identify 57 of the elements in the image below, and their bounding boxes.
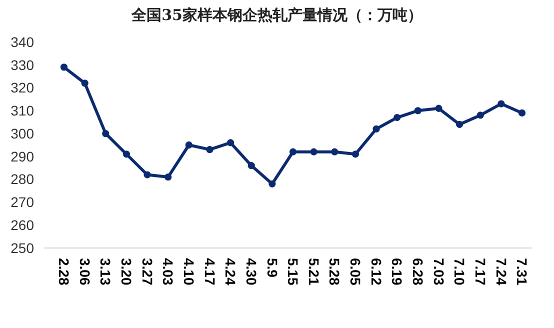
x-tick-label: 2.28 xyxy=(56,258,72,286)
point xyxy=(144,171,151,178)
x-tick-label: 7.31 xyxy=(514,258,530,286)
point xyxy=(226,139,234,146)
point xyxy=(206,146,214,154)
x-tick-label: 3.20 xyxy=(118,258,135,286)
x-tick-label: 7.17 xyxy=(472,258,488,286)
x-tick-label: 5.21 xyxy=(306,258,322,286)
x-tick-label: 7.24 xyxy=(493,258,510,286)
y-tick-label: 290 xyxy=(10,148,34,164)
x-tick-label: 7.10 xyxy=(452,258,468,286)
point xyxy=(331,148,338,156)
y-tick-label: 260 xyxy=(10,217,34,234)
x-tick-label: 3.06 xyxy=(76,258,93,286)
point xyxy=(476,112,484,119)
y-tick-label: 300 xyxy=(10,125,34,142)
y-tick-label: 310 xyxy=(10,102,34,119)
x-tick-label: 4.03 xyxy=(160,258,176,286)
x-tick-label: 4.30 xyxy=(243,258,260,286)
x-tick-label: 5.9 xyxy=(264,258,280,278)
point xyxy=(435,104,442,112)
x-tick-label: 6.28 xyxy=(410,258,426,286)
x-tick-label: 4.17 xyxy=(202,258,218,286)
y-tick-label: 330 xyxy=(10,56,34,73)
point xyxy=(268,180,276,188)
point xyxy=(414,107,422,114)
point xyxy=(456,120,464,128)
x-tick-label: 6.12 xyxy=(368,258,384,286)
point xyxy=(248,162,255,170)
y-tick-label: 250 xyxy=(10,240,34,256)
point xyxy=(289,148,297,156)
y-tick-label: 320 xyxy=(10,80,34,96)
x-tick-label: 3.13 xyxy=(98,258,114,286)
x-tick-label: 3.27 xyxy=(139,258,156,286)
x-tick-label: 4.24 xyxy=(222,258,239,286)
point xyxy=(518,109,526,117)
x-tick-label: 5.28 xyxy=(326,258,343,286)
point xyxy=(394,114,401,122)
x-tick-label: 5.15 xyxy=(285,258,302,286)
x-tick-label: 6.05 xyxy=(348,258,364,286)
chart-title: 全国35家样本钢企热轧产量情况（：万吨） xyxy=(130,6,422,24)
y-tick-label: 280 xyxy=(10,171,34,188)
x-tick-label: 7.03 xyxy=(430,258,447,286)
x-tick-label: 4.10 xyxy=(181,258,198,286)
point xyxy=(498,100,505,108)
point xyxy=(122,150,130,158)
point xyxy=(372,125,380,133)
point xyxy=(185,141,192,149)
y-tick-label: 270 xyxy=(10,194,34,210)
point xyxy=(352,150,360,158)
point xyxy=(60,64,68,71)
x-tick-label: 6.19 xyxy=(389,258,406,286)
point xyxy=(81,80,88,87)
point xyxy=(164,173,172,181)
point xyxy=(310,148,318,156)
point xyxy=(102,130,110,138)
y-tick-label: 340 xyxy=(10,34,34,50)
